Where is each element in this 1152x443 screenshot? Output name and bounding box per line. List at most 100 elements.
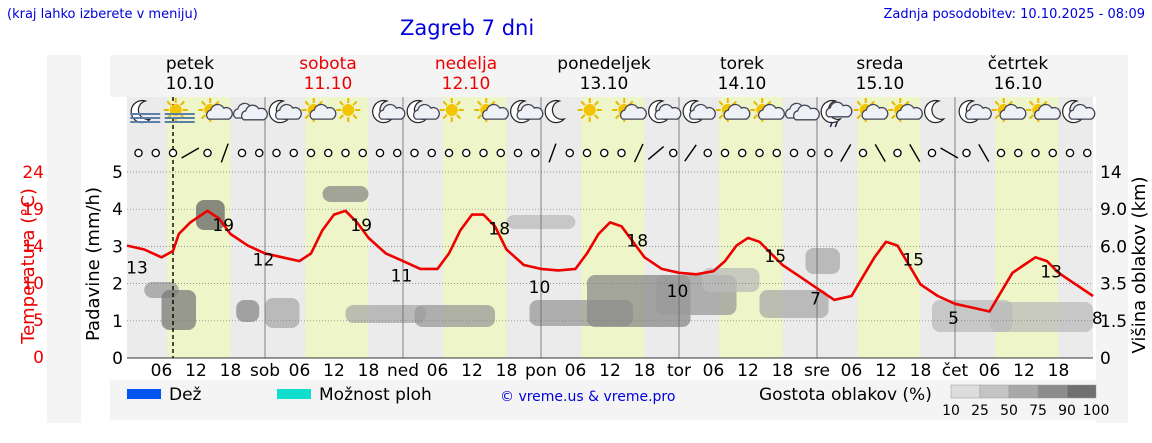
- cloud-density-swatch: [1008, 384, 1039, 399]
- sun-ray: [891, 114, 897, 120]
- wind-calm-circle: [289, 148, 298, 158]
- x-tick-label: 12: [461, 361, 483, 381]
- cloud-shape: [1068, 103, 1096, 120]
- x-tick-label: 18: [496, 361, 518, 381]
- cloud-shape: [825, 101, 853, 118]
- cloud-height-tick-label: 6.0: [1100, 237, 1127, 257]
- sun-ray: [477, 114, 483, 120]
- copyright-link[interactable]: © vreme.us & vreme.pro: [500, 389, 675, 405]
- sun-ray: [615, 114, 621, 120]
- wind-barb: [840, 143, 852, 163]
- sun-ray: [856, 114, 862, 120]
- wind-barb: [978, 143, 990, 163]
- wind-barb: [684, 144, 697, 162]
- cloud-density-patch: [989, 302, 1093, 332]
- wind-calm-circle: [789, 148, 799, 158]
- wind-calm-circle: [600, 148, 609, 158]
- day-name: sobota: [299, 54, 357, 74]
- cloud-shape: [896, 103, 923, 120]
- sun-cloud-icon: [750, 98, 785, 122]
- precipitation-tick-label: 0: [112, 349, 123, 369]
- wind-calm-circle: [927, 148, 937, 158]
- day-date: 12.10: [442, 74, 491, 94]
- cloud-shape: [241, 104, 268, 121]
- last-update: Zadnja posodobitev: 10.10.2025 - 08:09: [883, 7, 1145, 22]
- moon-shape: [682, 99, 705, 124]
- sun-ray: [580, 114, 586, 120]
- temperature-value-label: 15: [902, 251, 924, 271]
- temperature-value-label: 18: [488, 220, 510, 240]
- day-name: nedelja: [435, 54, 497, 74]
- moon-shape: [1062, 99, 1084, 124]
- sun-disc: [342, 104, 355, 116]
- sun-ray: [718, 114, 724, 120]
- cloud-density-tick: 100: [1083, 403, 1110, 419]
- rain-legend-swatch: [127, 389, 161, 399]
- wind-calm-circle: [858, 148, 868, 158]
- sun-fog-icon: [163, 98, 195, 123]
- sun-icon: [577, 98, 602, 122]
- sun-ray: [1029, 100, 1035, 106]
- x-tick-label: 18: [910, 361, 932, 381]
- day-date: 16.10: [994, 74, 1043, 94]
- sun-ray: [339, 114, 345, 120]
- precipitation-tick-label: 2: [112, 275, 123, 295]
- wind-barb: [647, 146, 665, 160]
- wind-calm-circle: [323, 148, 333, 158]
- cloud-shape: [482, 103, 509, 120]
- cloud-shape: [1034, 103, 1061, 120]
- wind-calm-circle: [392, 148, 402, 158]
- x-tick-label: pon: [525, 361, 557, 381]
- sun-ray: [442, 114, 448, 120]
- cloud-shape: [723, 103, 751, 120]
- x-tick-label: 18: [1048, 361, 1070, 381]
- cloud-density-tick: 25: [971, 403, 989, 419]
- wind-calm-circle: [703, 148, 713, 158]
- cloud-height-tick-label: 14: [1100, 163, 1122, 183]
- wind-calm-circle: [531, 148, 540, 158]
- cloud-density-swatch: [979, 384, 1010, 399]
- sun-ray: [580, 100, 586, 106]
- wind-calm-circle: [807, 148, 816, 158]
- temperature-value-label: 13: [1040, 262, 1062, 282]
- region-menu-hint[interactable]: (kraj lahko izberete v meniju): [7, 7, 198, 22]
- sun-ray: [304, 114, 310, 120]
- wind-calm-circle: [375, 148, 385, 158]
- temperature-value-label: 8: [1092, 309, 1103, 329]
- day-header-panel: [110, 55, 1100, 97]
- rain-drop: [834, 121, 838, 128]
- x-tick-label: sre: [804, 361, 830, 381]
- sun-ray: [994, 100, 1000, 106]
- day-date: 15.10: [856, 74, 905, 94]
- sun-ray: [718, 100, 724, 106]
- moon-shape: [372, 99, 394, 124]
- x-tick-label: ned: [387, 361, 419, 381]
- moon-shape: [648, 99, 670, 124]
- moon-cloud-icon: [1062, 99, 1096, 124]
- page-title: Zagreb 7 dni: [400, 16, 535, 40]
- sun-ray: [856, 100, 862, 106]
- daylight-band: [719, 97, 783, 358]
- x-tick-label: 18: [358, 361, 380, 381]
- wind-barb: [181, 147, 200, 159]
- x-tick-label: 12: [1013, 361, 1035, 381]
- x-tick-label: 12: [185, 361, 207, 381]
- sun-ray: [352, 100, 358, 106]
- precipitation-tick-label: 5: [112, 163, 123, 183]
- x-tick-label: 12: [875, 361, 897, 381]
- sun-icon: [336, 98, 361, 122]
- cloud-height-tick-label: 9.0: [1100, 200, 1127, 220]
- moon-cloud-icon: [510, 99, 544, 124]
- moon-shape: [406, 99, 429, 124]
- showers-legend-swatch: [277, 389, 311, 399]
- cloud-shape: [861, 103, 889, 120]
- day-date: 14.10: [718, 74, 767, 94]
- temperature-tick-label: 19: [22, 200, 44, 220]
- cloud-density-swatch: [1037, 384, 1068, 399]
- daylight-band: [857, 97, 921, 358]
- wind-calm-circle: [738, 148, 747, 158]
- wind-calm-circle: [755, 148, 764, 158]
- cloud-density-swatch: [1066, 384, 1097, 399]
- sun-ray: [442, 100, 448, 106]
- x-tick-label: 18: [772, 361, 794, 381]
